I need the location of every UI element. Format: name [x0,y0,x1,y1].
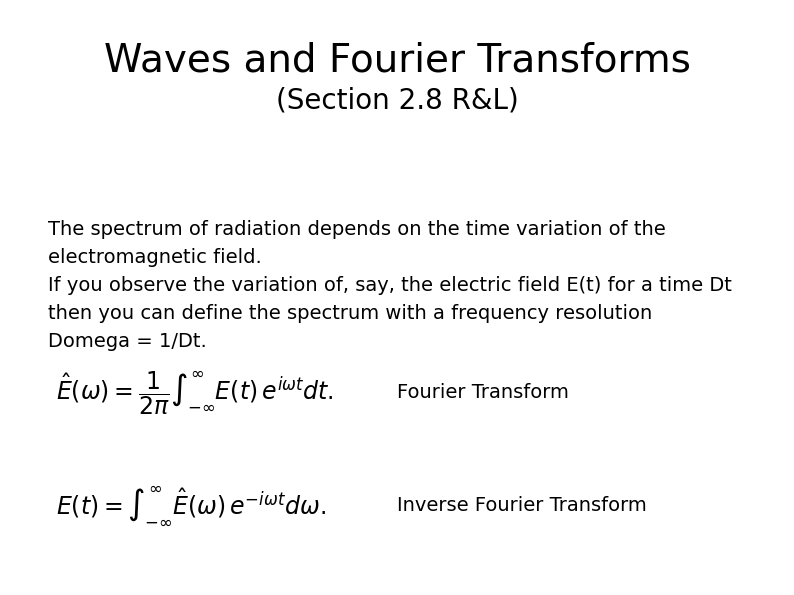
Text: Inverse Fourier Transform: Inverse Fourier Transform [397,496,647,515]
Text: $E(t) = \int_{-\infty}^{\infty} \hat{E}(\omega)\, e^{-i\omega t} d\omega.$: $E(t) = \int_{-\infty}^{\infty} \hat{E}(… [56,484,326,527]
Text: (Section 2.8 R&L): (Section 2.8 R&L) [276,86,518,114]
Text: Fourier Transform: Fourier Transform [397,383,569,402]
Text: $\hat{E}(\omega) = \dfrac{1}{2\pi} \int_{-\infty}^{\infty} E(t)\, e^{i\omega t} : $\hat{E}(\omega) = \dfrac{1}{2\pi} \int_… [56,369,333,416]
Text: Waves and Fourier Transforms: Waves and Fourier Transforms [103,42,691,80]
Text: The spectrum of radiation depends on the time variation of the
electromagnetic f: The spectrum of radiation depends on the… [48,220,731,351]
